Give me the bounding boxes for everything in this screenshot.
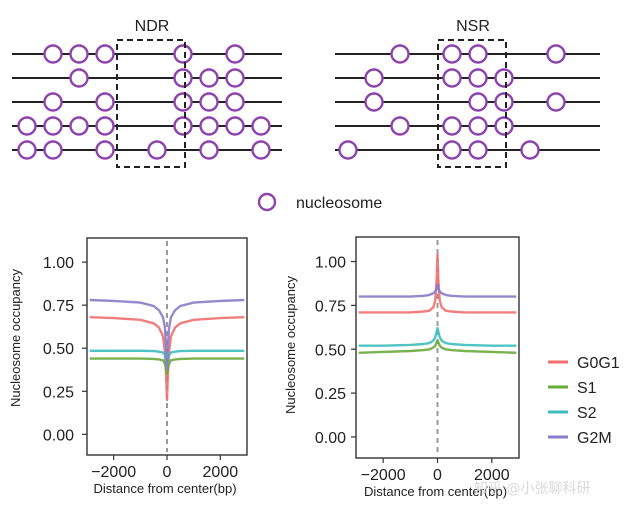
ndr-panel <box>12 44 282 160</box>
watermark: 知乎 @小张聊科研 <box>474 478 590 498</box>
nsr-nucleosome <box>442 140 462 160</box>
x-tick-label: −2000 <box>361 467 406 484</box>
ndr-nucleosome <box>69 116 89 136</box>
ndr-nucleosome <box>43 116 63 136</box>
chart-legend: G0G1 S1 S2 G2M <box>548 355 620 447</box>
nsr-label: NSR <box>456 18 490 35</box>
x-tick-label: 2000 <box>203 464 239 481</box>
nsr-nucleosome <box>468 116 488 136</box>
series-line-g2m <box>89 298 245 371</box>
y-tick-label: 0.75 <box>315 298 346 315</box>
x-tick-label: 0 <box>433 467 442 484</box>
ndr-nucleosome <box>225 92 245 112</box>
ndr-label: NDR <box>135 18 170 35</box>
ndr-nucleosome <box>225 68 245 88</box>
y-tick-label: 0.25 <box>43 384 74 401</box>
ndr-nucleosome <box>95 92 115 112</box>
ndr-nucleosome <box>69 44 89 64</box>
series-line-g0g1 <box>358 253 517 314</box>
series-line-s1 <box>358 339 517 354</box>
ndr-nucleosome <box>199 68 219 88</box>
x-axis-label: Distance from center(bp) <box>364 484 507 499</box>
nsr-nucleosome <box>494 92 514 112</box>
y-axis-label: Nucleosome occupancy <box>283 275 298 414</box>
nsr-nucleosome <box>494 68 514 88</box>
nsr-box <box>437 39 507 168</box>
ndr-nucleosome <box>17 140 37 160</box>
nsr-panel <box>335 44 600 160</box>
x-tick-label: −2000 <box>91 464 136 481</box>
ndr-nucleosome <box>43 44 63 64</box>
x-tick-label: 2000 <box>474 467 510 484</box>
nsr-nucleosome <box>442 44 462 64</box>
ndr-nucleosome <box>69 68 89 88</box>
y-tick-label: 1.00 <box>43 255 74 272</box>
y-tick-label: 0.00 <box>43 427 74 444</box>
ndr-nucleosome <box>43 92 63 112</box>
nsr-nucleosome <box>468 140 488 160</box>
nsr-nucleosome <box>546 44 566 64</box>
ndr-nucleosome <box>251 116 271 136</box>
nsr-nucleosome <box>364 92 384 112</box>
ndr-nucleosome <box>173 68 193 88</box>
ndr-nucleosome <box>173 116 193 136</box>
nsr-nucleosome <box>468 44 488 64</box>
legend-label-g0g1: G0G1 <box>577 355 620 372</box>
legend-label-s1: S1 <box>577 380 597 397</box>
y-tick-label: 0.25 <box>315 386 346 403</box>
nsr-nucleosome <box>364 68 384 88</box>
nsr-nucleosome <box>520 140 540 160</box>
nsr-nucleosome <box>546 92 566 112</box>
ndr-nucleosome <box>95 140 115 160</box>
watermark-text: 知乎 @小张聊科研 <box>474 481 591 497</box>
ndr-nucleosome <box>43 140 63 160</box>
ndr-nucleosome <box>199 140 219 160</box>
x-tick-label: 0 <box>163 464 172 481</box>
y-tick-label: 0.50 <box>43 341 74 358</box>
ndr-box <box>116 39 186 168</box>
ndr-nucleosome <box>173 44 193 64</box>
nsr-nucleosome <box>468 92 488 112</box>
ndr-nucleosome <box>199 92 219 112</box>
ndr-nucleosome <box>95 44 115 64</box>
nsr-nucleosome <box>390 44 410 64</box>
nsr-nucleosome <box>442 68 462 88</box>
ndr-nucleosome <box>225 44 245 64</box>
nsr-nucleosome <box>390 116 410 136</box>
legend-label-s2: S2 <box>577 405 597 422</box>
nsr-nucleosome <box>442 116 462 136</box>
y-tick-label: 0.00 <box>315 430 346 447</box>
series-line-s2 <box>358 327 517 347</box>
nucleosome-legend-icon <box>257 192 277 212</box>
ndr-nucleosome <box>251 140 271 160</box>
y-tick-label: 0.50 <box>315 342 346 359</box>
x-axis-label: Distance from center(bp) <box>93 481 236 496</box>
ndr-nucleosome <box>95 116 115 136</box>
y-axis-label: Nucleosome occupancy <box>8 268 23 407</box>
ndr-nucleosome <box>147 140 167 160</box>
ndr-nucleosome <box>17 116 37 136</box>
nsr-nucleosome <box>338 140 358 160</box>
series-line-g0g1 <box>89 316 245 402</box>
ndr-nucleosome <box>173 92 193 112</box>
y-tick-label: 1.00 <box>315 255 346 272</box>
series-line-g2m <box>358 283 517 298</box>
nucleosome-legend-label: nucleosome <box>296 195 382 212</box>
nsr-nucleosome <box>494 116 514 136</box>
legend-label-g2m: G2M <box>577 430 612 447</box>
y-tick-label: 0.75 <box>43 298 74 315</box>
nsr-nucleosome <box>468 68 488 88</box>
ndr-nucleosome <box>199 116 219 136</box>
nucleosome-diagram: NDR NSR nucleosome <box>12 18 600 212</box>
ndr-nucleosome <box>225 116 245 136</box>
series-line-s1 <box>89 357 245 376</box>
